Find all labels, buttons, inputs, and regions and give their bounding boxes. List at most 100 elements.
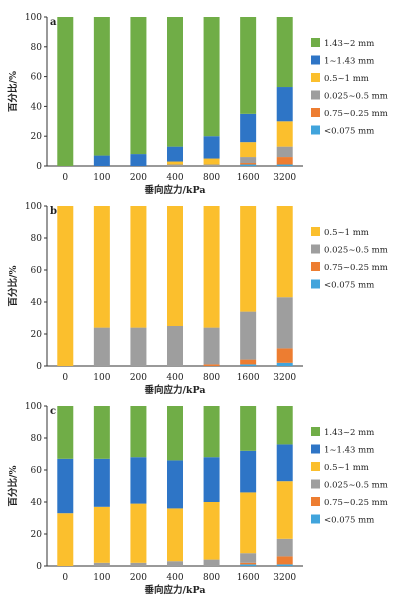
x-axis-title: 垂向应力/kPa [144, 584, 205, 595]
bar-segment [276, 481, 293, 539]
legend-swatch [311, 462, 320, 471]
legend-label: 0.75~0.25 mm [324, 109, 388, 119]
bar-segment [276, 164, 293, 166]
panel-label: c [50, 406, 56, 417]
bar-segment [203, 136, 220, 159]
bar-segment [240, 113, 257, 143]
bar-segment [130, 154, 147, 166]
bar-segment [240, 142, 257, 158]
legend-swatch [311, 244, 320, 254]
x-tick-label: 1600 [237, 373, 260, 383]
bar-segment [240, 17, 257, 114]
panel-label: b [50, 206, 57, 217]
legend-swatch [311, 227, 320, 236]
chart-panel-b: 0 20 40 60 80 100 0 100 200 400 800 1600 3200 b 垂向应力/k… [7, 202, 388, 396]
legend-label: <0.075 mm [324, 516, 374, 526]
legend-swatch [311, 108, 320, 117]
bar-segment [276, 564, 293, 566]
legend-swatch [311, 514, 320, 524]
legend-label: 1.43~2 mm [324, 39, 374, 49]
y-tick-label: 20 [31, 530, 43, 540]
x-tick-label: 3200 [273, 373, 296, 383]
y-axis-title: 百分比/% [7, 71, 19, 112]
bar-segment [240, 359, 257, 365]
bar-segment [240, 406, 257, 451]
bar-segment [57, 17, 74, 166]
legend-label: 0.025~0.5 mm [324, 246, 388, 256]
legend-swatch [311, 262, 320, 271]
x-tick-label: 3200 [273, 173, 296, 183]
bar-segment [240, 553, 257, 563]
x-tick-label: 0 [62, 573, 68, 583]
bar-segment [167, 460, 183, 509]
bar-segment [167, 326, 183, 366]
x-tick-label: 200 [130, 573, 147, 583]
bar-segment [203, 164, 220, 166]
bar-segment [130, 457, 147, 504]
bar-segment [93, 458, 110, 507]
legend-swatch [311, 38, 320, 47]
bar-segment [130, 206, 147, 328]
bar-segment [276, 157, 293, 165]
bar-segment [167, 561, 183, 566]
y-tick-label: 100 [25, 202, 42, 212]
bar-segment [93, 406, 110, 459]
bar-segment [203, 206, 220, 328]
bar-segment [203, 327, 220, 365]
legend-label: 0.5~1 mm [324, 463, 369, 473]
bar-segment [276, 362, 293, 366]
legend-label: 0.75~0.25 mm [324, 498, 388, 508]
bar-segment [240, 206, 257, 312]
y-tick-label: 80 [31, 43, 43, 53]
bar-segment [203, 559, 220, 566]
legend: 1.43~2 mm 1~1.43 mm 0.5~1 mm 0.025~0.5 mm 0.… [311, 38, 388, 137]
y-tick-label: 100 [25, 13, 42, 23]
bar-segment [57, 206, 74, 366]
bar-segment [276, 121, 293, 147]
y-tick-label: 0 [36, 562, 42, 572]
legend-label: 0.025~0.5 mm [324, 481, 388, 491]
x-tick-label: 0 [62, 173, 68, 183]
bar-segment [276, 444, 293, 482]
bar-segment [167, 146, 183, 162]
x-tick-label: 100 [93, 173, 110, 183]
bar-segment [130, 17, 147, 155]
legend: 1.43~2 mm 1~1.43 mm 0.5~1 mm 0.025~0.5 mm 0.… [311, 427, 388, 526]
bar-segment [203, 406, 220, 458]
legend-swatch [311, 479, 320, 489]
bar-segment [57, 513, 74, 566]
y-tick-label: 60 [31, 266, 43, 276]
bar-segment [276, 348, 293, 363]
y-tick-label: 0 [36, 162, 42, 172]
y-tick-label: 40 [31, 298, 43, 308]
bar-segment [93, 206, 110, 328]
bar-segment [167, 17, 183, 147]
y-tick-label: 40 [31, 102, 43, 112]
bar-segment [240, 157, 257, 164]
bar-segment [240, 564, 257, 566]
bar-segment [93, 327, 110, 366]
bar-segment [276, 556, 293, 565]
chart-panel-a: 0 20 40 60 80 100 0 100 200 400 800 1600 3200 a 垂向应力/k… [7, 13, 388, 196]
x-tick-label: 200 [130, 373, 147, 383]
legend-swatch [311, 73, 320, 82]
bar-segment [130, 562, 147, 566]
y-tick-label: 60 [31, 466, 43, 476]
legend: 0.5~1 mm 0.025~0.5 mm 0.75~0.25 mm <0.075 m… [311, 227, 388, 291]
bar-segment [130, 406, 147, 458]
legend-swatch [311, 125, 320, 135]
legend-swatch [311, 444, 320, 454]
legend-label: 0.5~1 mm [324, 74, 369, 84]
x-axis-title: 垂向应力/kPa [144, 384, 205, 396]
bar-segment [240, 163, 257, 165]
bar-segment [276, 146, 293, 158]
bar-segment [240, 364, 257, 366]
y-tick-label: 20 [31, 330, 43, 340]
x-tick-label: 0 [62, 373, 68, 383]
legend-swatch [311, 497, 320, 506]
bar-segment [203, 502, 220, 560]
bar-segment [203, 457, 220, 502]
bar-segment [240, 164, 257, 166]
bar-segment [240, 492, 257, 554]
